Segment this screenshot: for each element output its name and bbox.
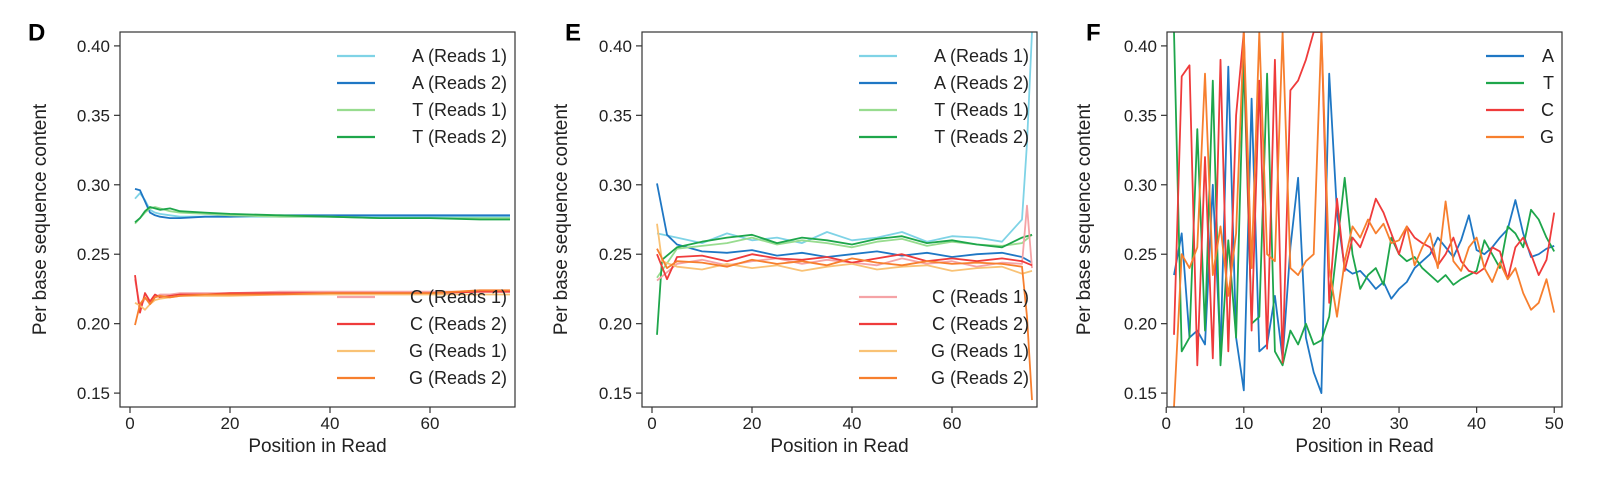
legend-label: T (Reads 2) xyxy=(412,127,507,147)
legend-label: A (Reads 2) xyxy=(412,73,507,93)
series-line-t-reads-2 xyxy=(134,206,510,223)
y-axis-label: Per base sequence content xyxy=(1074,103,1095,335)
y-tick-label: 0.20 xyxy=(77,315,110,334)
series-line-t-reads-2 xyxy=(656,233,1033,335)
legend-label: G xyxy=(1540,127,1554,147)
y-tick-label: 0.20 xyxy=(599,315,632,334)
legend-label: G (Reads 1) xyxy=(409,341,507,361)
x-tick-label: 20 xyxy=(743,414,762,433)
series-line-g-reads-2 xyxy=(656,248,1033,401)
legend-label: C (Reads 1) xyxy=(932,287,1029,307)
legend-label: A (Reads 1) xyxy=(934,46,1029,66)
chart-panel-e: E 0 20 40 60 0.15 0.20 0.25 0.30 0.35 0.40 Position… xyxy=(551,19,1038,457)
x-tick-label: 60 xyxy=(421,414,440,433)
series-group xyxy=(656,32,1033,401)
y-tick-label: 0.35 xyxy=(77,106,110,125)
series-line-g-reads-1 xyxy=(656,223,1033,275)
y-axis-label: Per base sequence content xyxy=(551,103,572,335)
y-tick-label: 0.25 xyxy=(599,245,632,264)
x-tick-label: 60 xyxy=(943,414,962,433)
y-tick-label: 0.35 xyxy=(599,106,632,125)
x-tick-label: 0 xyxy=(125,414,134,433)
series-line-g-reads-2 xyxy=(134,289,510,326)
plot-frame xyxy=(641,31,1038,408)
legend-label: C (Reads 2) xyxy=(932,314,1029,334)
y-tick-label: 0.15 xyxy=(1124,384,1157,403)
y-tick-label: 0.35 xyxy=(1124,106,1157,125)
x-axis-label: Position in Read xyxy=(770,436,908,457)
y-tick-label: 0.20 xyxy=(1124,315,1157,334)
series-line-c xyxy=(1173,32,1556,367)
legend-label: A xyxy=(1542,46,1554,66)
series-group xyxy=(1173,32,1556,407)
legend-label: T xyxy=(1543,73,1554,93)
y-tick-label: 0.30 xyxy=(77,176,110,195)
legend: C (Reads 1) C (Reads 2) G (Reads 1) G (Read… xyxy=(337,287,507,388)
x-tick-label: 20 xyxy=(1312,414,1331,433)
chart-panel-f: F 0 10 20 30 40 50 0.15 0.20 0.25 0.30 0.35 0.40 Posi… xyxy=(1074,19,1564,457)
series-line-a-reads-1 xyxy=(656,32,1033,245)
plot-frame xyxy=(119,31,516,408)
y-tick-label: 0.30 xyxy=(1124,176,1157,195)
y-tick-label: 0.30 xyxy=(599,176,632,195)
plot-frame xyxy=(1166,31,1563,408)
panel-letter: D xyxy=(28,19,45,46)
legend-label: T (Reads 2) xyxy=(934,127,1029,147)
x-tick-label: 40 xyxy=(843,414,862,433)
y-tick-label: 0.25 xyxy=(1124,245,1157,264)
series-line-t-reads-1 xyxy=(656,234,1033,279)
x-tick-label: 40 xyxy=(1467,414,1486,433)
y-tick-label: 0.40 xyxy=(77,37,110,56)
x-tick-label: 40 xyxy=(321,414,340,433)
series-line-a-reads-2 xyxy=(656,183,1033,264)
legend-label: T (Reads 1) xyxy=(412,100,507,120)
x-tick-label: 50 xyxy=(1545,414,1564,433)
panel-letter: F xyxy=(1086,19,1101,46)
y-tick-label: 0.25 xyxy=(77,245,110,264)
legend-label: G (Reads 1) xyxy=(931,341,1029,361)
x-tick-label: 0 xyxy=(1161,414,1170,433)
y-axis-label: Per base sequence content xyxy=(30,103,51,335)
legend: A (Reads 1) A (Reads 2) T (Reads 1) T (Read… xyxy=(337,46,507,147)
series-line-g xyxy=(1173,32,1556,407)
x-axis-label: Position in Read xyxy=(1295,436,1433,457)
legend-label: C xyxy=(1541,100,1554,120)
y-tick-label: 0.15 xyxy=(599,384,632,403)
legend: C (Reads 1) C (Reads 2) G (Reads 1) G (Read… xyxy=(859,287,1029,388)
legend: A (Reads 1) A (Reads 2) T (Reads 1) T (Read… xyxy=(859,46,1029,147)
x-tick-label: 10 xyxy=(1234,414,1253,433)
series-line-c-reads-2 xyxy=(656,253,1033,281)
legend-label: T (Reads 1) xyxy=(934,100,1029,120)
legend-label: G (Reads 2) xyxy=(931,368,1029,388)
x-tick-label: 30 xyxy=(1390,414,1409,433)
x-axis-label: Position in Read xyxy=(248,436,386,457)
series-line-a-reads-2 xyxy=(134,188,510,220)
legend-label: A (Reads 2) xyxy=(934,73,1029,93)
y-tick-label: 0.15 xyxy=(77,384,110,403)
x-tick-label: 0 xyxy=(647,414,656,433)
legend-label: C (Reads 2) xyxy=(410,314,507,334)
legend-label: G (Reads 2) xyxy=(409,368,507,388)
panel-letter: E xyxy=(565,19,581,46)
legend-label: C (Reads 1) xyxy=(410,287,507,307)
y-tick-label: 0.40 xyxy=(599,37,632,56)
x-tick-label: 20 xyxy=(221,414,240,433)
series-group xyxy=(134,188,510,326)
y-tick-label: 0.40 xyxy=(1124,37,1157,56)
chart-panel-d: D 0 20 40 60 0.15 0.20 0.25 0.30 0.35 0.40 Position… xyxy=(28,19,516,457)
legend-label: A (Reads 1) xyxy=(412,46,507,66)
